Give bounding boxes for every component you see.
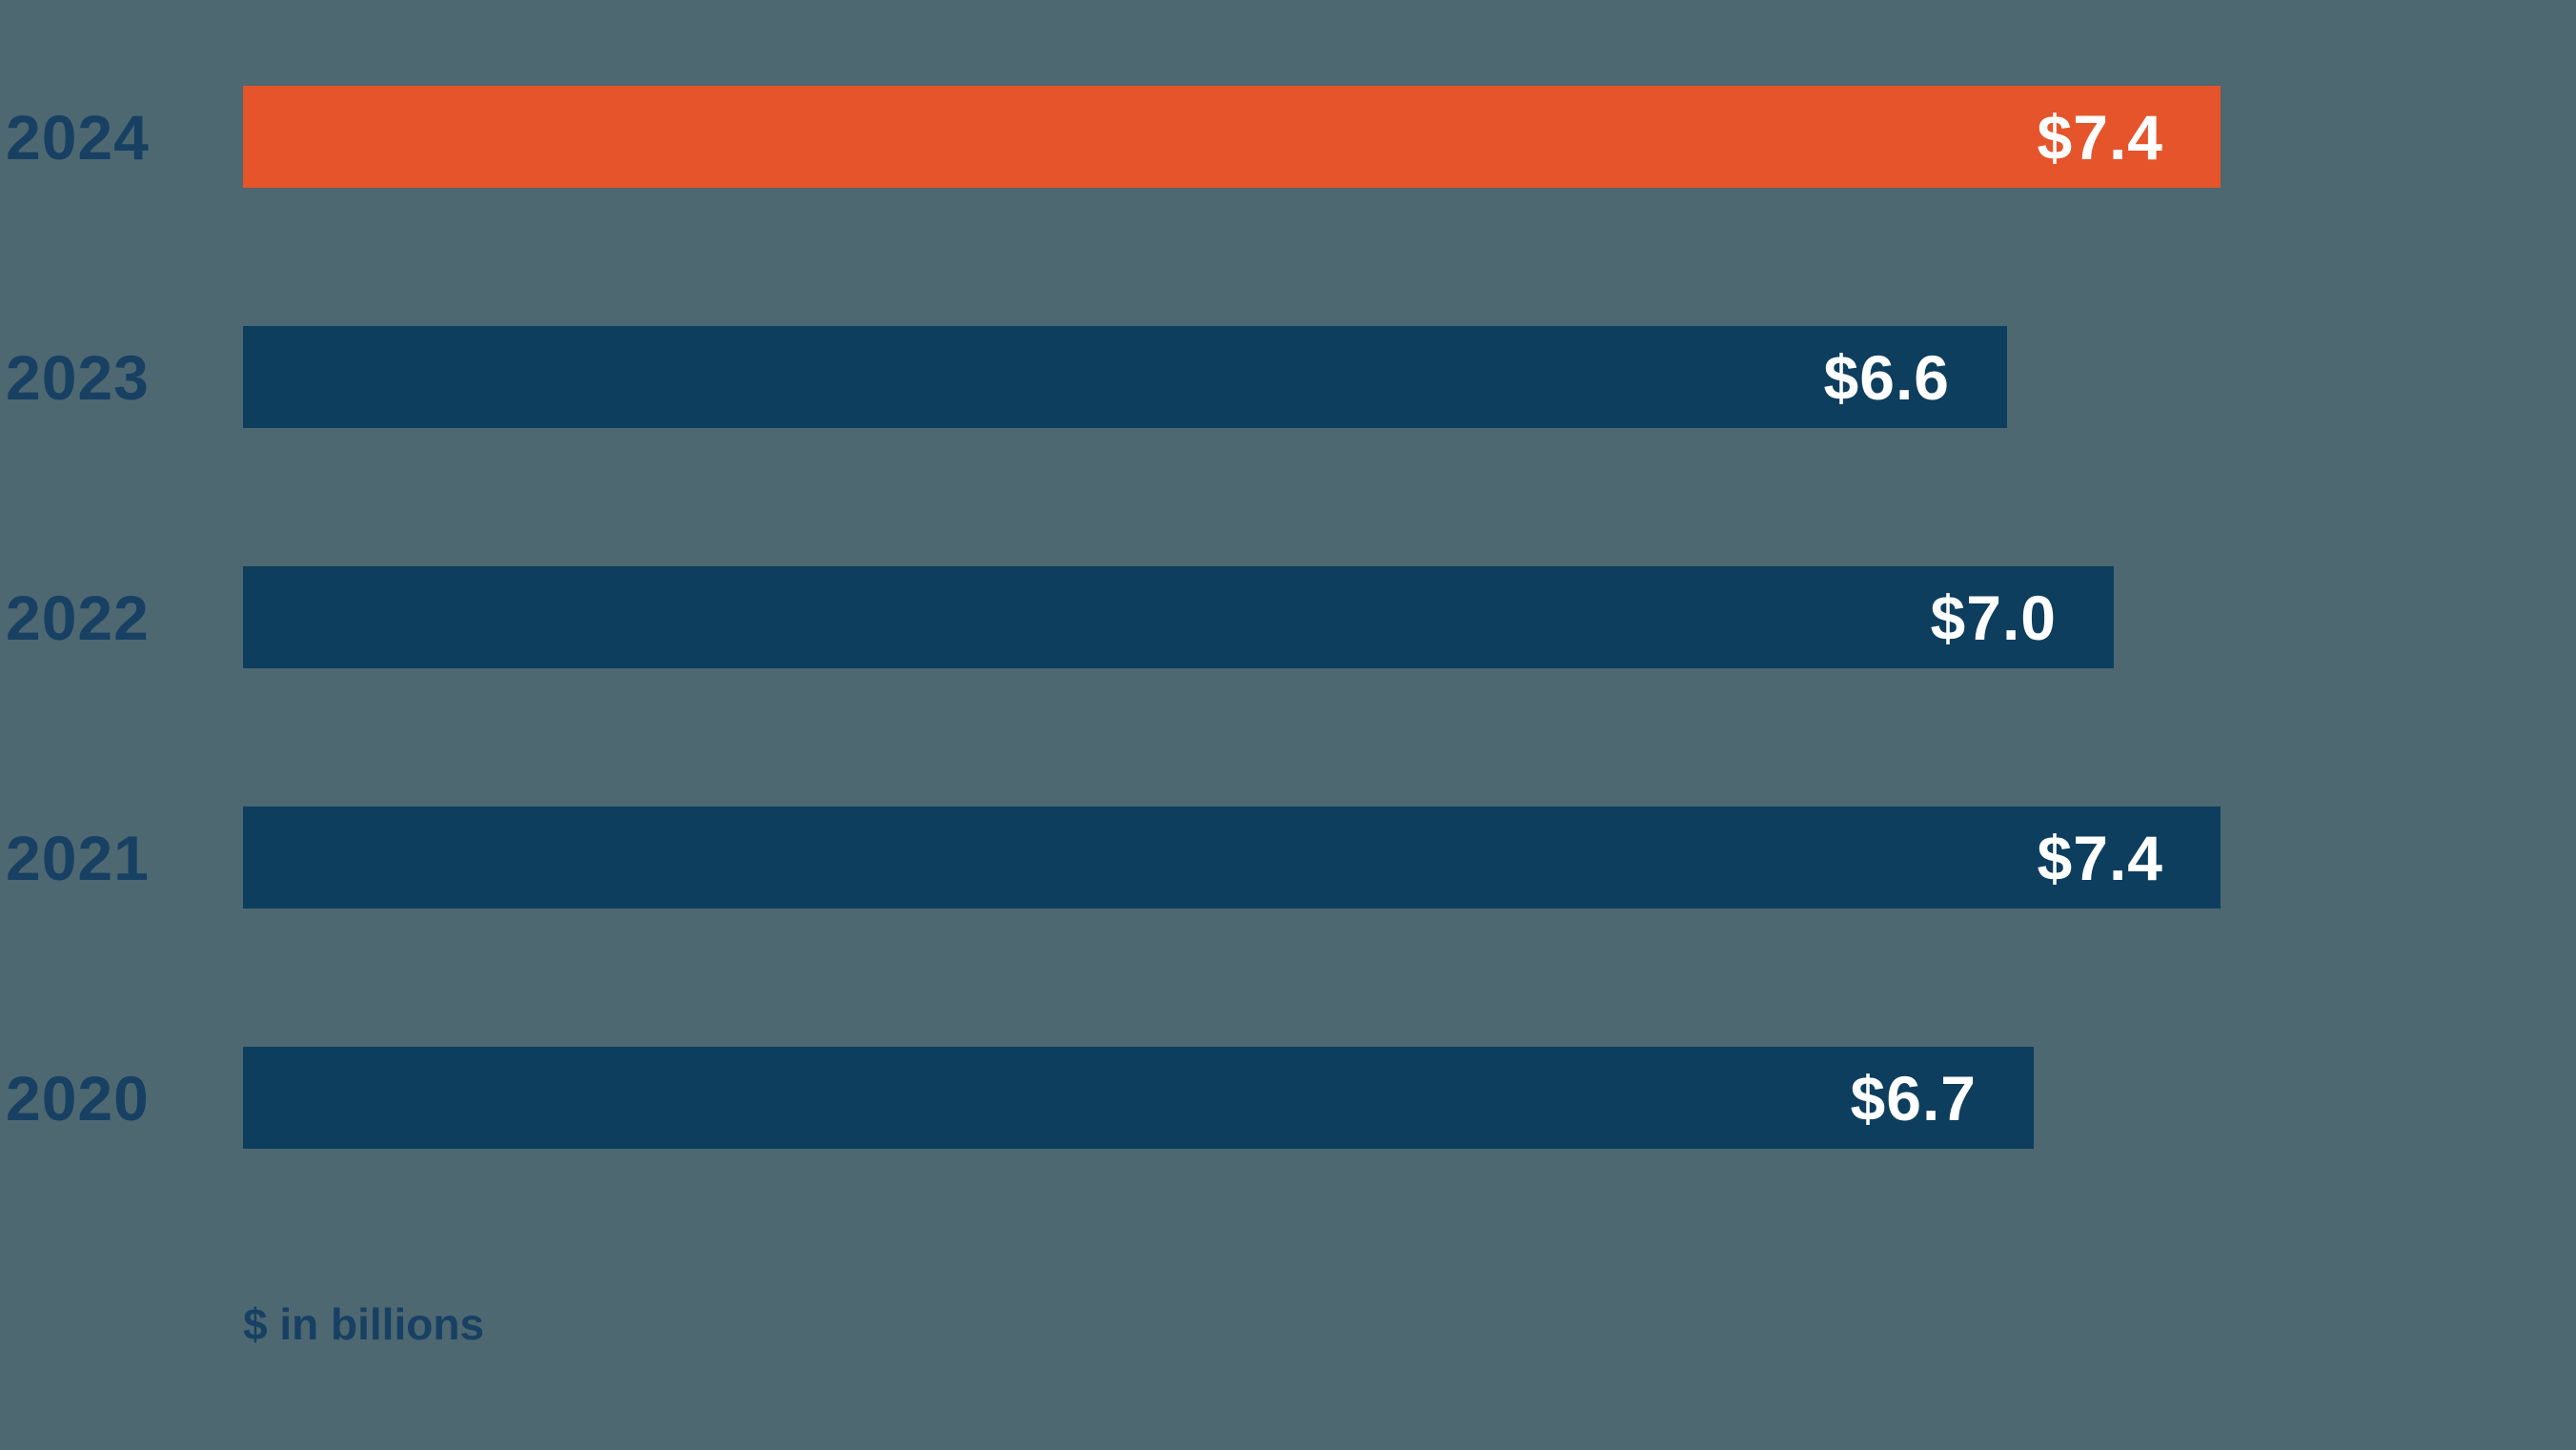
bar-value-label-2023: $6.6 — [1823, 341, 1950, 413]
bar-row-2024: 2024 $7.4 — [0, 86, 2576, 188]
bar-row-2020: 2020 $6.7 — [0, 1047, 2576, 1149]
bar-2024: $7.4 — [243, 86, 2221, 188]
year-label-2020: 2020 — [6, 1062, 150, 1133]
bar-value-label-2022: $7.0 — [1930, 582, 2057, 653]
bar-2021: $7.4 — [243, 807, 2221, 909]
bar-2023: $6.6 — [243, 326, 2007, 428]
year-label-2024: 2024 — [6, 101, 150, 173]
bar-row-2022: 2022 $7.0 — [0, 566, 2576, 668]
bar-2020: $6.7 — [243, 1047, 2034, 1149]
unit-note: $ in billions — [243, 1299, 485, 1349]
bar-row-2023: 2023 $6.6 — [0, 326, 2576, 428]
year-label-2021: 2021 — [6, 822, 150, 893]
bar-value-label-2024: $7.4 — [2037, 101, 2163, 173]
bar-2022: $7.0 — [243, 566, 2114, 668]
bar-row-2021: 2021 $7.4 — [0, 807, 2576, 909]
year-label-2023: 2023 — [6, 341, 150, 413]
bar-value-label-2021: $7.4 — [2037, 822, 2163, 893]
bar-value-label-2020: $6.7 — [1850, 1062, 1977, 1133]
year-label-2022: 2022 — [6, 582, 150, 653]
